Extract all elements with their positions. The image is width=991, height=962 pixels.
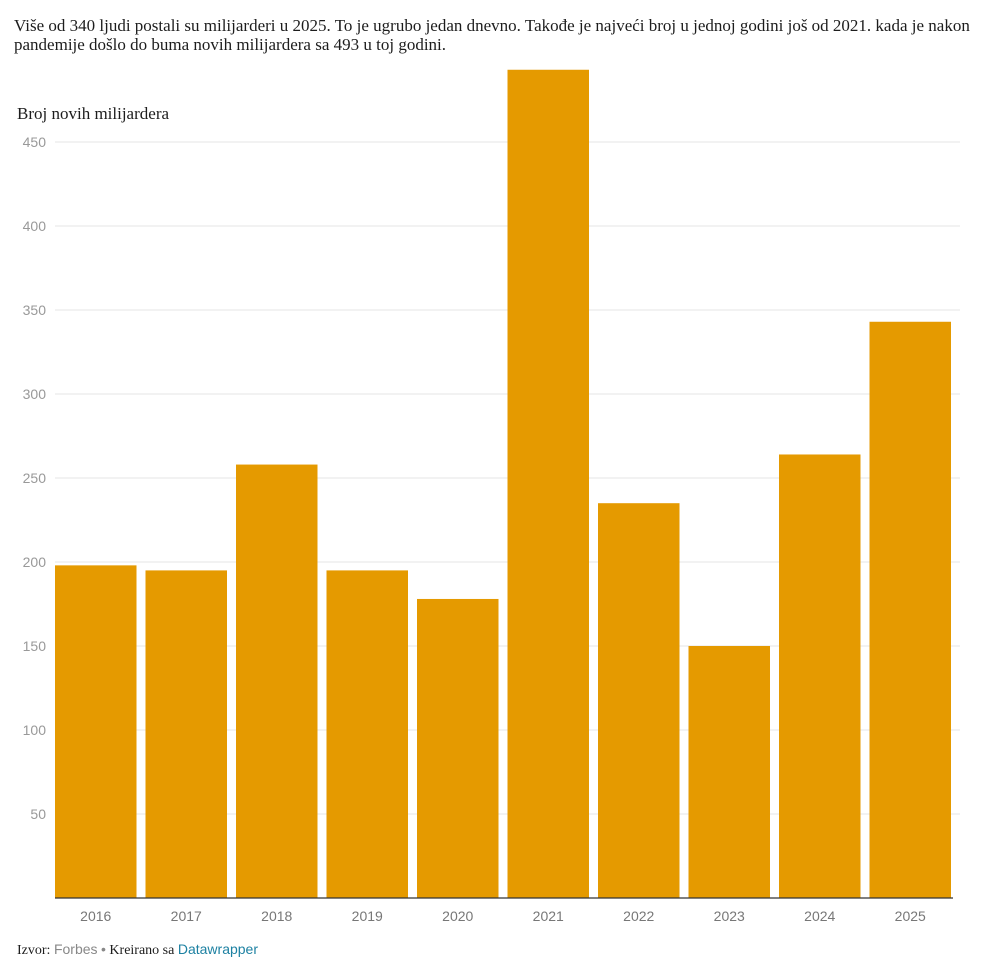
y-tick-label: 200 xyxy=(23,554,47,570)
x-tick-label: 2020 xyxy=(442,908,473,924)
x-tick-label: 2023 xyxy=(714,908,745,924)
bar-2024[interactable] xyxy=(779,454,861,898)
x-tick-label: 2025 xyxy=(895,908,926,924)
x-tick-label: 2016 xyxy=(80,908,111,924)
chart-footer: Izvor: Forbes • Kreirano sa Datawrapper xyxy=(17,941,258,959)
bar-2023[interactable] xyxy=(688,646,771,898)
x-tick-label: 2017 xyxy=(171,908,202,924)
y-tick-label: 300 xyxy=(23,386,47,402)
y-tick-label: 150 xyxy=(23,638,47,654)
x-tick-label: 2019 xyxy=(352,908,383,924)
bar-2025[interactable] xyxy=(869,321,952,898)
bar-2016[interactable] xyxy=(55,565,137,898)
source-label: Izvor: xyxy=(17,943,51,958)
y-tick-label: 450 xyxy=(23,134,47,150)
y-tick-label: 400 xyxy=(23,218,47,234)
y-tick-label: 50 xyxy=(30,806,46,822)
bar-2018[interactable] xyxy=(236,464,318,898)
bars xyxy=(55,69,952,898)
y-axis-ticks: 50 100 150 200 250 300 350 400 450 xyxy=(23,134,47,822)
y-axis-title: Broj novih milijardera xyxy=(17,104,170,123)
x-axis-ticks: 2016 2017 2018 2019 2020 2021 2022 2023 2024 2025 xyxy=(80,908,926,924)
y-tick-label: 350 xyxy=(23,302,47,318)
footer-separator: • xyxy=(101,941,106,957)
bar-2022[interactable] xyxy=(598,503,680,898)
bar-2021[interactable] xyxy=(507,69,590,898)
bar-2020[interactable] xyxy=(417,598,499,898)
x-tick-label: 2021 xyxy=(533,908,564,924)
bar-2019[interactable] xyxy=(326,570,409,898)
bar-2017[interactable] xyxy=(145,570,228,898)
datawrapper-link[interactable]: Datawrapper xyxy=(177,941,258,957)
source-name[interactable]: Forbes xyxy=(53,941,98,957)
x-tick-label: 2018 xyxy=(261,908,292,924)
x-tick-label: 2022 xyxy=(623,908,654,924)
x-tick-label: 2024 xyxy=(804,908,835,924)
y-tick-label: 250 xyxy=(23,470,47,486)
chart-description: Više od 340 ljudi postali su milijarderi… xyxy=(14,16,970,54)
created-with-label: Kreirano sa xyxy=(109,943,175,958)
y-tick-label: 100 xyxy=(23,722,47,738)
